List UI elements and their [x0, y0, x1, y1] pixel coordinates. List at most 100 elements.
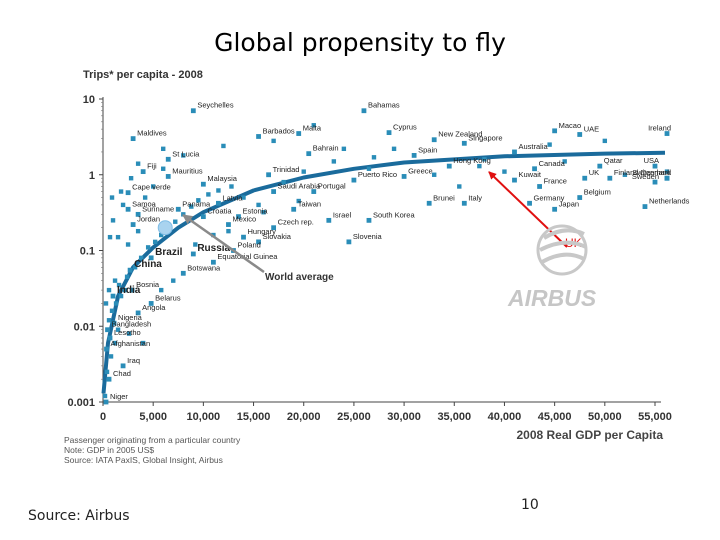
data-label: Ireland [648, 124, 671, 133]
data-point [461, 140, 467, 146]
y-tick-label: 0.01 [74, 321, 95, 333]
data-point [104, 346, 109, 352]
data-point [226, 222, 231, 227]
data-point [120, 363, 126, 369]
data-point [110, 218, 116, 223]
data-label: China [134, 259, 162, 270]
data-label: Croatia [207, 207, 232, 216]
data-label: Puerto Rico [358, 170, 397, 179]
data-point [165, 156, 171, 162]
data-point [120, 202, 126, 208]
data-label: Japan [559, 199, 579, 208]
data-label: Macao [559, 121, 582, 130]
data-point [271, 138, 276, 144]
airbus-logo-wordmark: AIRBUS [507, 285, 597, 311]
data-point [271, 189, 277, 194]
data-point [102, 393, 108, 399]
data-point [577, 195, 583, 200]
data-point [346, 239, 352, 245]
data-point [642, 204, 648, 209]
data-label: UK [589, 168, 599, 177]
data-point [145, 245, 151, 250]
data-point [181, 153, 186, 158]
world-average-arrow [182, 213, 265, 274]
data-point [366, 166, 372, 171]
data-point [446, 163, 452, 169]
data-point [552, 206, 558, 212]
data-point [602, 138, 608, 144]
data-point [226, 228, 231, 234]
data-point [116, 282, 122, 288]
data-point [261, 210, 266, 215]
y-tick-label: 1 [89, 170, 95, 182]
data-label: Bahrain [313, 144, 339, 153]
data-point [512, 177, 517, 183]
data-point [125, 190, 131, 196]
data-label: Portugal [318, 182, 346, 191]
x-tick-label: 20,000 [287, 411, 321, 423]
data-point [236, 214, 241, 220]
data-point [664, 131, 670, 136]
data-label: Cape verde [132, 183, 171, 192]
data-point [106, 318, 112, 323]
data-point [173, 219, 178, 224]
data-point [105, 327, 110, 333]
data-point [206, 192, 211, 197]
data-point [291, 206, 297, 212]
data-point [190, 108, 196, 114]
y-tick-label: 0.001 [67, 397, 95, 409]
data-point [271, 225, 277, 231]
data-point [200, 181, 206, 187]
data-point [562, 159, 567, 164]
data-point [138, 255, 144, 261]
data-point [306, 151, 312, 157]
data-label: Brunei [433, 193, 455, 202]
data-label: Panama [182, 199, 211, 208]
data-point [311, 189, 317, 194]
data-point [135, 228, 141, 234]
data-label: Saudi Arabia [278, 182, 321, 191]
data-label: Belgium [584, 188, 611, 197]
data-point [216, 200, 221, 206]
data-label: Sweden [632, 172, 659, 181]
data-point [426, 200, 432, 206]
data-point [140, 169, 146, 175]
data-point [664, 175, 670, 181]
data-point [181, 212, 186, 217]
point-labels-layer: Seychelles Bahamas Malta Barbados Cyprus Maca… [110, 101, 690, 401]
data-point [127, 267, 133, 273]
world-average-marker [157, 220, 173, 236]
note-line: Source: IATA PaxIS, Global Insight, Airb… [64, 455, 223, 465]
data-point [301, 169, 306, 174]
data-point [159, 232, 164, 238]
data-label: New Zealand [438, 130, 482, 139]
data-label: Lesotho [114, 328, 141, 337]
data-point [129, 287, 135, 293]
data-label: Jordan [137, 215, 160, 224]
data-point [386, 130, 392, 136]
data-point [148, 255, 154, 261]
data-label: Greece [408, 166, 433, 175]
data-label: Nigeria [118, 313, 143, 322]
x-tick-label: 40,000 [488, 411, 522, 423]
data-point [111, 320, 117, 326]
data-point [241, 234, 246, 240]
x-tick-label: 25,000 [337, 411, 371, 423]
data-label: Iraq [127, 356, 140, 365]
data-point [331, 159, 337, 164]
data-point [241, 195, 246, 200]
data-point [266, 172, 271, 178]
source-caption: Source: Airbus [28, 508, 130, 524]
data-label: Germany [534, 193, 565, 202]
data-point [122, 287, 128, 293]
data-point [103, 301, 109, 306]
data-label: Kuwait [518, 170, 541, 179]
data-point [296, 131, 302, 136]
data-point [547, 142, 552, 147]
data-label: Singapore [468, 133, 502, 142]
note-line: Note: GDP in 2005 US$ [64, 445, 155, 455]
slide-title: Global propensity to fly [214, 28, 506, 57]
data-label: Hungary [248, 227, 277, 236]
data-point [109, 308, 115, 313]
